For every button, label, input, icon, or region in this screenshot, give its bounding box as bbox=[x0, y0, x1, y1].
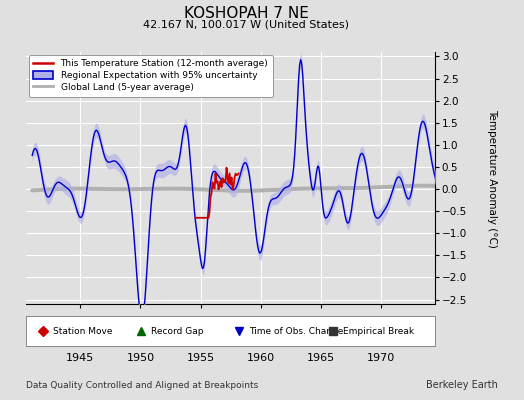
Text: 1960: 1960 bbox=[247, 353, 275, 363]
Text: KOSHOPAH 7 NE: KOSHOPAH 7 NE bbox=[184, 6, 309, 21]
Text: Station Move: Station Move bbox=[53, 326, 112, 336]
Text: Empirical Break: Empirical Break bbox=[343, 326, 414, 336]
Y-axis label: Temperature Anomaly (°C): Temperature Anomaly (°C) bbox=[487, 108, 497, 248]
Text: 1950: 1950 bbox=[126, 353, 155, 363]
Text: Berkeley Earth: Berkeley Earth bbox=[426, 380, 498, 390]
Text: 1965: 1965 bbox=[307, 353, 335, 363]
Text: Record Gap: Record Gap bbox=[151, 326, 203, 336]
Text: 1955: 1955 bbox=[187, 353, 214, 363]
Text: 1945: 1945 bbox=[66, 353, 94, 363]
Text: 42.167 N, 100.017 W (United States): 42.167 N, 100.017 W (United States) bbox=[143, 19, 350, 29]
Text: Time of Obs. Change: Time of Obs. Change bbox=[249, 326, 343, 336]
Text: Data Quality Controlled and Aligned at Breakpoints: Data Quality Controlled and Aligned at B… bbox=[26, 381, 258, 390]
Text: 1970: 1970 bbox=[367, 353, 395, 363]
Legend: This Temperature Station (12-month average), Regional Expectation with 95% uncer: This Temperature Station (12-month avera… bbox=[29, 55, 273, 96]
